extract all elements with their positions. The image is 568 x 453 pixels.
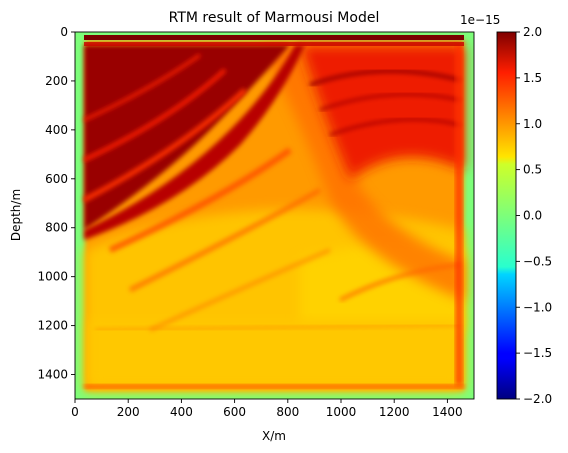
colorbar-tick-label: 2.0 [523, 25, 542, 39]
colorbar-tick-label: −0.5 [523, 254, 552, 268]
colorbar-tick-label: 1.0 [523, 117, 542, 131]
x-axis: 0 200 400 600 800 1000 1200 1400 [71, 399, 463, 419]
x-tick-label: 600 [223, 405, 246, 419]
x-tick-label: 1200 [379, 405, 410, 419]
y-tick-label: 1200 [37, 319, 68, 333]
colorbar-tick-label: −1.5 [523, 346, 552, 360]
y-tick-label: 1000 [37, 270, 68, 284]
colorbar-tick-label: 1.5 [523, 71, 542, 85]
x-tick-label: 1000 [326, 405, 357, 419]
x-tick-label: 200 [117, 405, 140, 419]
x-axis-label: X/m [262, 429, 286, 443]
y-axis-label: Depth/m [9, 189, 23, 241]
y-tick-label: 600 [45, 172, 68, 186]
y-tick-label: 1400 [37, 368, 68, 382]
x-tick-label: 400 [170, 405, 193, 419]
colorbar [496, 31, 517, 400]
colorbar-ticks: 2.0 1.5 1.0 0.5 0.0 −0.5 −1.0 −1.5 −2.0 [516, 25, 552, 406]
x-tick-label: 800 [276, 405, 299, 419]
plot-area [74, 31, 475, 400]
colorbar-tick-label: −2.0 [523, 392, 552, 406]
colorbar-tick-label: 0.5 [523, 163, 542, 177]
colorbar-offset-text: 1e−15 [460, 13, 500, 27]
chart-title: RTM result of Marmousi Model [169, 10, 380, 26]
y-axis: 0 200 400 600 800 1000 1200 1400 [37, 25, 75, 382]
x-tick-label: 1400 [432, 405, 463, 419]
colorbar-tick-label: −1.0 [523, 300, 552, 314]
y-tick-label: 400 [45, 123, 68, 137]
y-tick-label: 800 [45, 221, 68, 235]
heatmap-image [75, 32, 474, 399]
y-tick-label: 200 [45, 74, 68, 88]
colorbar-tick-label: 0.0 [523, 209, 542, 223]
x-tick-label: 0 [71, 405, 79, 419]
y-tick-label: 0 [60, 25, 68, 39]
